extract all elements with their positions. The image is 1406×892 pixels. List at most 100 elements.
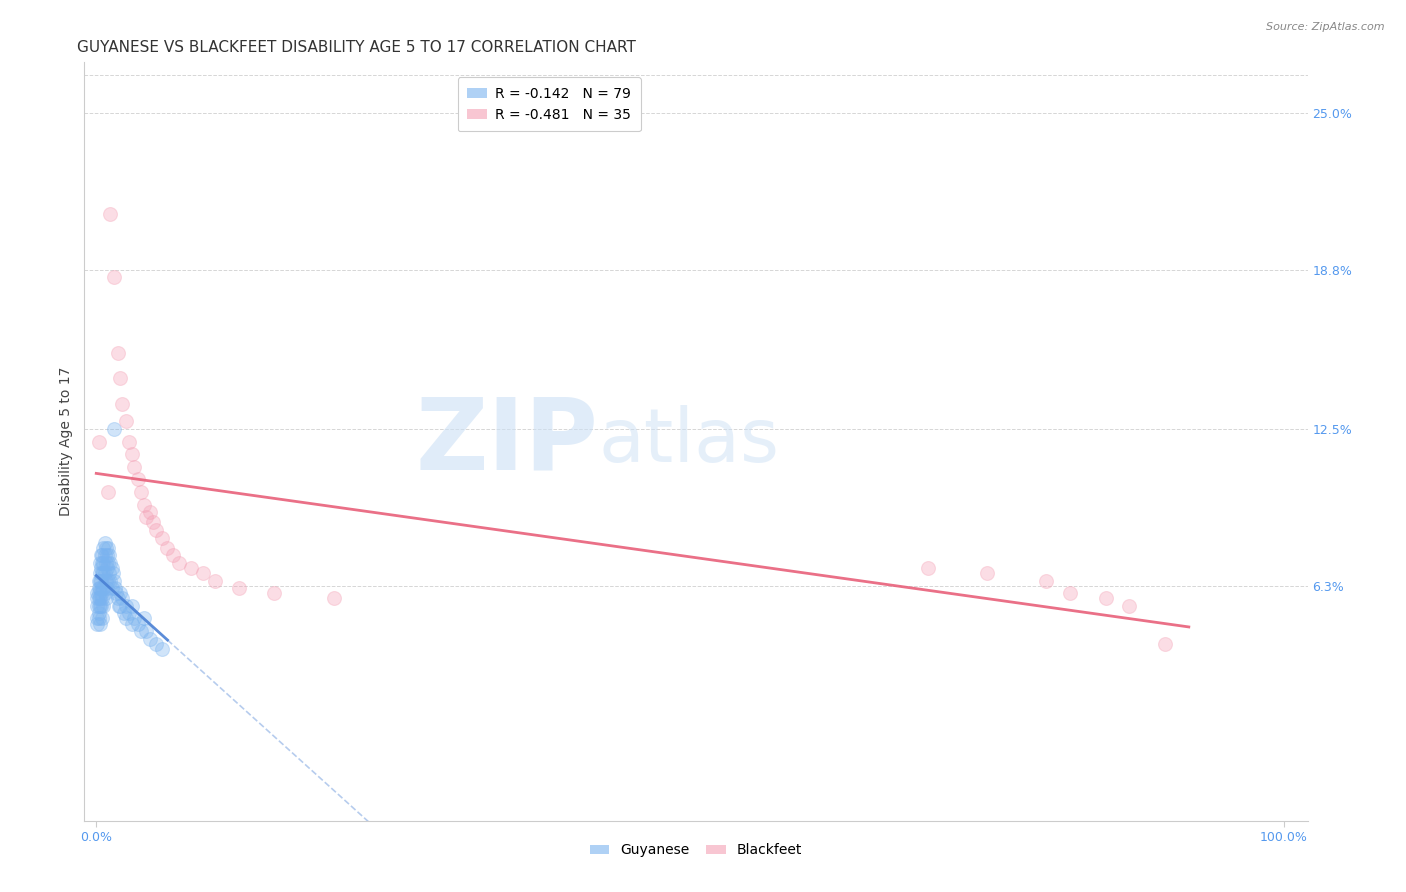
Point — [89, 591, 111, 606]
Point — [112, 607, 135, 621]
Point — [91, 556, 114, 570]
Point — [1059, 586, 1081, 600]
Point — [108, 371, 131, 385]
Point — [103, 574, 125, 588]
Point — [90, 599, 112, 613]
Point — [122, 459, 145, 474]
Point — [89, 581, 111, 595]
Point — [87, 591, 110, 606]
Point — [127, 473, 149, 487]
Text: ZIP: ZIP — [415, 393, 598, 490]
Point — [91, 581, 114, 595]
Point — [1094, 591, 1116, 606]
Point — [100, 581, 122, 595]
Point — [87, 586, 110, 600]
Point — [90, 548, 112, 563]
Text: atlas: atlas — [598, 405, 779, 478]
Point — [89, 599, 111, 613]
Y-axis label: Disability Age 5 to 17: Disability Age 5 to 17 — [59, 367, 73, 516]
Point — [86, 591, 108, 606]
Point — [86, 586, 108, 600]
Point — [1118, 599, 1140, 613]
Legend: Guyanese, Blackfeet: Guyanese, Blackfeet — [585, 838, 807, 863]
Point — [1035, 574, 1057, 588]
Point — [91, 566, 114, 580]
Point — [132, 498, 155, 512]
Point — [107, 346, 129, 360]
Text: GUYANESE VS BLACKFEET DISABILITY AGE 5 TO 17 CORRELATION CHART: GUYANESE VS BLACKFEET DISABILITY AGE 5 T… — [77, 40, 636, 55]
Point — [142, 516, 165, 530]
Point — [87, 607, 110, 621]
Point — [118, 607, 141, 621]
Point — [115, 599, 138, 613]
Point — [121, 616, 143, 631]
Point — [96, 581, 118, 595]
Point — [90, 574, 112, 588]
Point — [115, 611, 138, 625]
Point — [97, 574, 120, 588]
Point — [145, 523, 167, 537]
Point — [162, 548, 184, 563]
Point — [228, 581, 250, 595]
Text: Source: ZipAtlas.com: Source: ZipAtlas.com — [1267, 22, 1385, 32]
Point — [91, 611, 114, 625]
Point — [107, 591, 129, 606]
Point — [96, 561, 118, 575]
Point — [89, 556, 111, 570]
Point — [93, 566, 115, 580]
Point — [122, 611, 145, 625]
Point — [93, 586, 115, 600]
Point — [93, 535, 115, 549]
Point — [150, 531, 173, 545]
Point — [98, 566, 121, 580]
Point — [87, 599, 110, 613]
Point — [86, 599, 108, 613]
Point — [156, 541, 179, 555]
Point — [86, 611, 108, 625]
Point — [322, 591, 344, 606]
Point — [191, 566, 214, 580]
Point — [101, 566, 124, 580]
Point — [145, 637, 167, 651]
Point — [90, 561, 112, 575]
Point — [204, 574, 226, 588]
Point — [93, 548, 115, 563]
Point — [104, 581, 127, 595]
Point — [131, 485, 153, 500]
Point — [96, 548, 118, 563]
Point — [105, 586, 128, 600]
Point — [127, 616, 149, 631]
Point — [98, 548, 121, 563]
Point — [87, 581, 110, 595]
Point — [131, 624, 153, 639]
Point — [97, 541, 120, 555]
Point — [100, 556, 122, 570]
Point — [94, 541, 117, 555]
Point — [93, 541, 115, 555]
Point — [87, 611, 110, 625]
Point — [138, 505, 160, 519]
Point — [100, 561, 122, 575]
Point — [108, 586, 131, 600]
Point — [103, 422, 125, 436]
Point — [89, 574, 111, 588]
Point — [89, 566, 111, 580]
Point — [97, 485, 120, 500]
Point — [132, 611, 155, 625]
Point — [121, 599, 143, 613]
Point — [93, 566, 115, 580]
Point — [108, 599, 131, 613]
Point — [94, 591, 117, 606]
Point — [97, 556, 120, 570]
Point — [135, 510, 157, 524]
Point — [917, 561, 939, 575]
Point — [121, 447, 143, 461]
Point — [150, 641, 173, 656]
Point — [107, 599, 129, 613]
Point — [1154, 637, 1177, 651]
Point — [118, 434, 141, 449]
Point — [91, 548, 114, 563]
Point — [100, 207, 122, 221]
Point — [976, 566, 998, 580]
Point — [87, 434, 110, 449]
